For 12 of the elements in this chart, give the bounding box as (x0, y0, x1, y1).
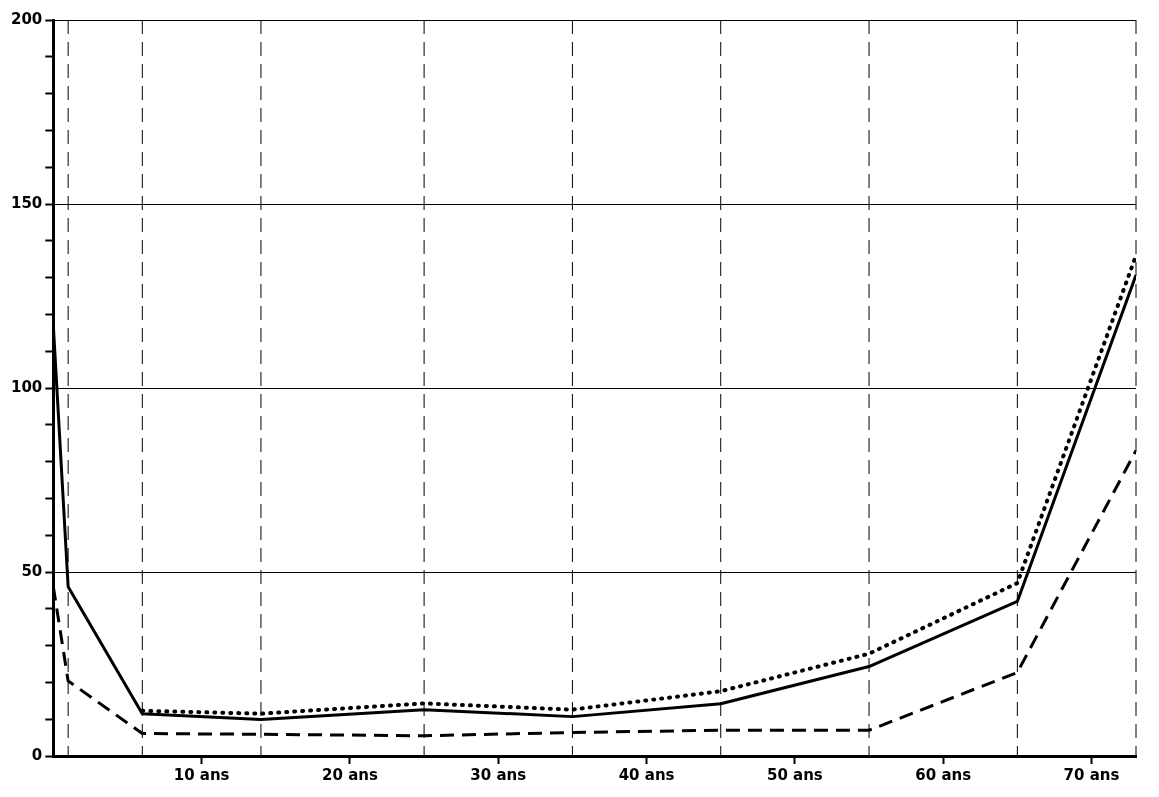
y-tick-label: 100 (11, 377, 43, 396)
x-tick-label: 50 ans (766, 765, 823, 784)
x-tick-label: 60 ans (915, 765, 972, 784)
y-tick-label: 200 (11, 9, 43, 28)
y-tick-label: 50 (21, 561, 43, 580)
x-tick-label: 20 ans (322, 765, 378, 784)
y-tick-label: 0 (31, 745, 43, 764)
y-tick-label: 150 (11, 193, 43, 212)
x-tick-label: 40 ans (618, 765, 675, 784)
x-tick-label: 70 ans (1063, 765, 1120, 784)
x-tick-label: 10 ans (173, 765, 230, 784)
x-tick-label: 30 ans (470, 765, 527, 784)
